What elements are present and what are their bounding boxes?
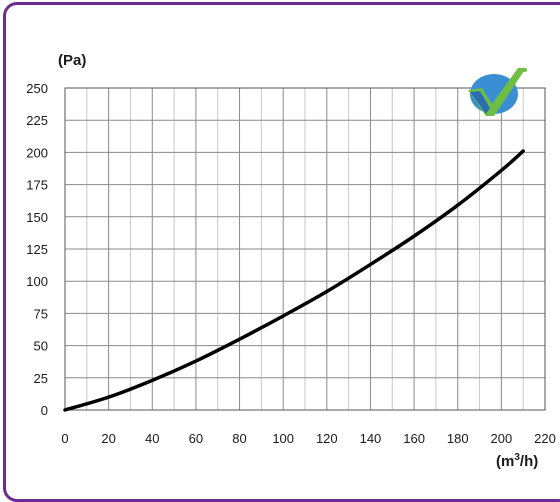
y-tick-label: 100 bbox=[26, 274, 48, 289]
x-tick-label: 80 bbox=[232, 431, 246, 446]
y-tick-label: 0 bbox=[41, 403, 48, 418]
y-tick-label: 225 bbox=[26, 113, 48, 128]
y-tick-label: 200 bbox=[26, 145, 48, 160]
y-axis-tick-labels: 0 25 50 75 100 125 150 175 200 225 250 bbox=[26, 81, 48, 418]
y-tick-label: 175 bbox=[26, 178, 48, 193]
x-axis-tick-labels: 0 20 40 60 80 100 120 140 160 180 200 220 bbox=[61, 431, 555, 446]
x-tick-label: 60 bbox=[189, 431, 203, 446]
x-tick-label: 180 bbox=[447, 431, 469, 446]
x-tick-label: 100 bbox=[272, 431, 294, 446]
y-tick-label: 50 bbox=[34, 339, 48, 354]
y-tick-label: 125 bbox=[26, 242, 48, 257]
x-tick-label: 220 bbox=[534, 431, 556, 446]
x-unit-suffix: /h) bbox=[519, 453, 539, 470]
chart-frame bbox=[3, 2, 560, 502]
x-tick-label: 140 bbox=[360, 431, 382, 446]
y-tick-label: 250 bbox=[26, 81, 48, 96]
logo-dot bbox=[523, 68, 527, 72]
x-tick-label: 0 bbox=[61, 431, 68, 446]
x-unit-prefix: (m bbox=[496, 453, 515, 470]
y-tick-label: 25 bbox=[34, 371, 48, 386]
pressure-curve bbox=[63, 149, 525, 412]
grid bbox=[64, 87, 546, 411]
x-axis-unit-label: (m3/h) bbox=[496, 452, 539, 471]
x-tick-label: 120 bbox=[316, 431, 338, 446]
x-tick-label: 200 bbox=[491, 431, 513, 446]
x-tick-label: 160 bbox=[403, 431, 425, 446]
y-axis-unit-label: (Pa) bbox=[58, 52, 87, 69]
x-tick-label: 20 bbox=[101, 431, 115, 446]
x-tick-label: 40 bbox=[145, 431, 159, 446]
y-tick-label: 150 bbox=[26, 210, 48, 225]
logo-check-shadow bbox=[470, 91, 490, 114]
check-logo-icon bbox=[468, 68, 527, 116]
y-tick-label: 75 bbox=[34, 306, 48, 321]
x-unit-superscript: 3 bbox=[514, 452, 520, 463]
plot-area-border bbox=[64, 87, 546, 411]
